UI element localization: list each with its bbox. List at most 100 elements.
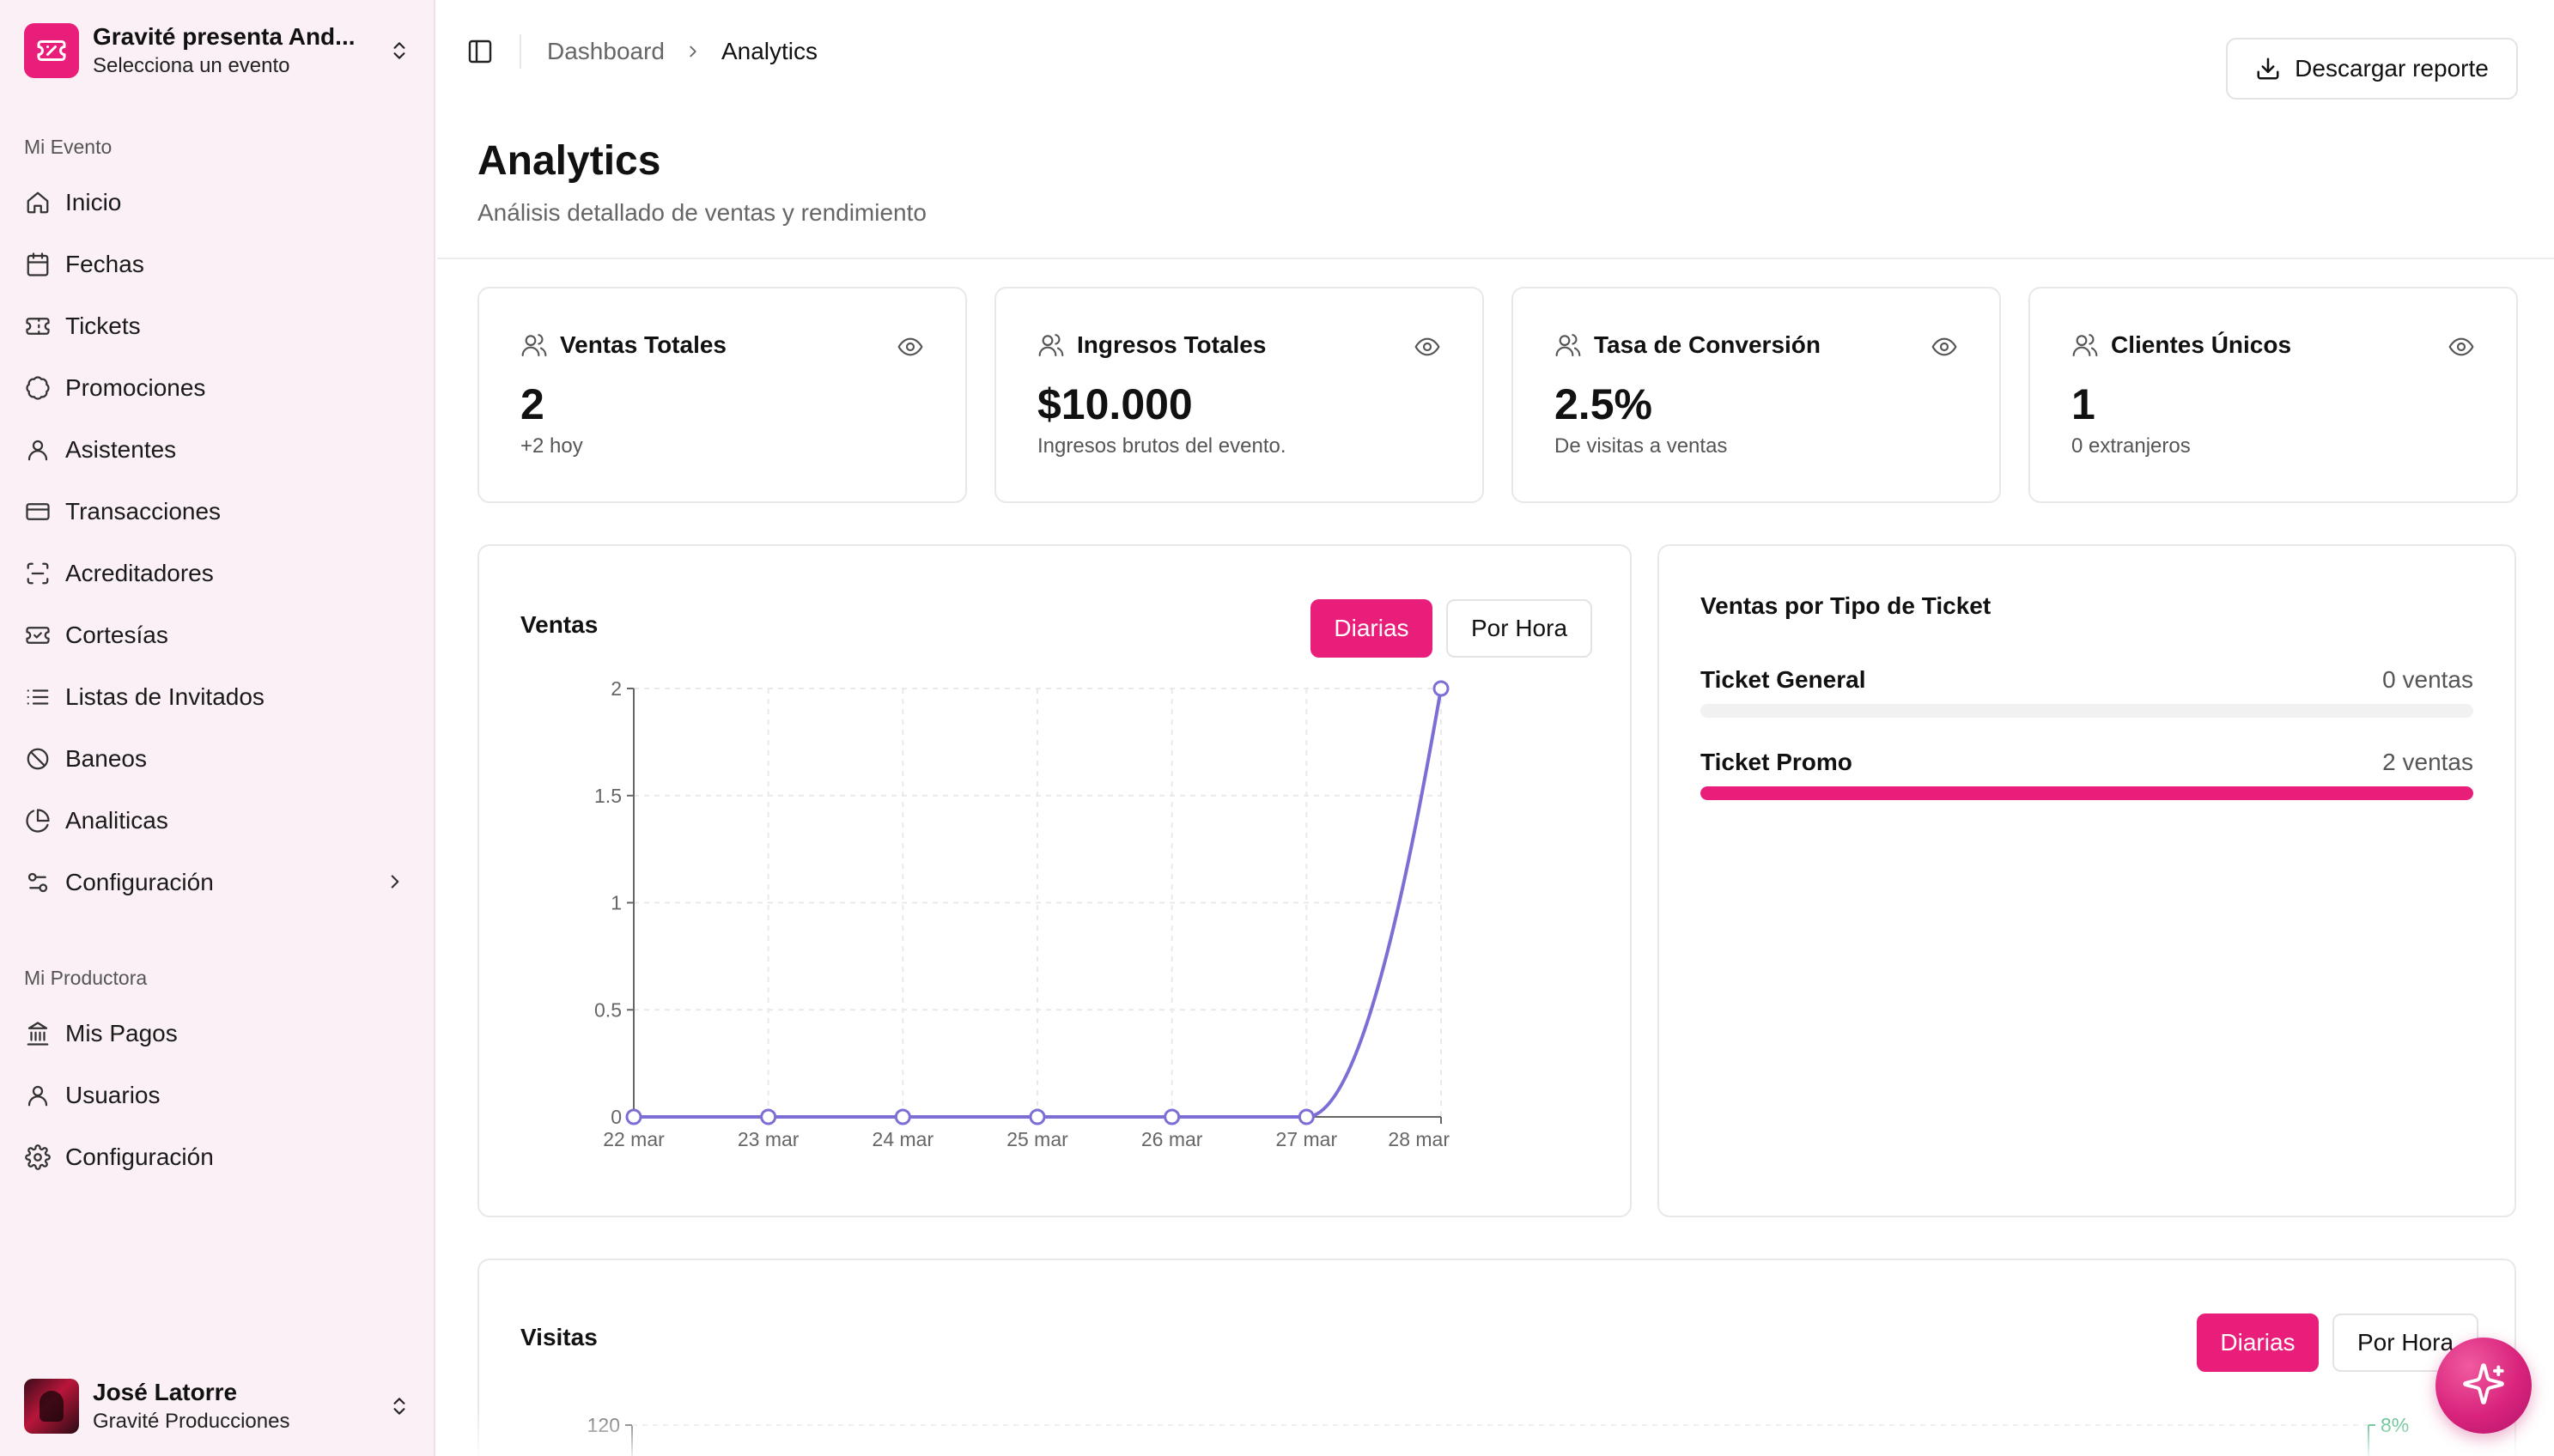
sidebar-item-inicio[interactable]: Inicio <box>0 172 435 234</box>
ticket-icon <box>24 312 52 340</box>
sidebar-item-label: Usuarios <box>65 1082 161 1108</box>
sales-chart-title: Ventas <box>520 611 599 638</box>
users-icon <box>520 331 548 359</box>
badge-percent-icon <box>24 374 52 402</box>
data-point <box>1432 680 1450 697</box>
event-name: Gravité presenta And... <box>93 23 356 50</box>
stat-value: 2.5% <box>1554 380 1652 428</box>
sidebar-item-asistentes[interactable]: Asistentes <box>0 419 435 481</box>
user-menu[interactable]: José Latorre Gravité Producciones <box>24 1377 412 1435</box>
sidebar-item-promociones[interactable]: Promociones <box>0 357 435 419</box>
home-icon <box>24 189 52 216</box>
stat-label: Ventas Totales <box>560 331 727 358</box>
event-nav: Inicio Fechas Tickets Promociones Asiste… <box>0 172 435 913</box>
event-text: Gravité presenta And... Selecciona un ev… <box>93 23 386 78</box>
scan-icon <box>24 560 52 587</box>
data-point <box>1164 1108 1181 1125</box>
eye-icon[interactable] <box>1931 333 1958 365</box>
panel-left-icon[interactable] <box>466 38 494 65</box>
sidebar-item-label: Mis Pagos <box>65 1020 178 1046</box>
x-tick-label: 25 mar <box>1006 1128 1068 1150</box>
sidebar-item-baneos[interactable]: Baneos <box>0 728 435 790</box>
eye-icon[interactable] <box>897 333 924 365</box>
download-report-label: Descargar reporte <box>2295 55 2489 82</box>
event-switcher[interactable]: Gravité presenta And... Selecciona un ev… <box>24 22 412 79</box>
stat-header: Ingresos Totales <box>1037 331 1266 359</box>
stat-label: Tasa de Conversión <box>1594 331 1821 358</box>
sidebar-item-label: Acreditadores <box>65 560 214 586</box>
eye-icon[interactable] <box>2448 333 2475 365</box>
stat-header: Tasa de Conversión <box>1554 331 1821 359</box>
data-point <box>1298 1108 1315 1125</box>
visits-chart-card: Visitas Diarias Por Hora 120 8% <box>477 1259 2516 1456</box>
x-tick-label: 28 mar <box>1388 1128 1450 1150</box>
sidebar-item-transacciones[interactable]: Transacciones <box>0 481 435 543</box>
users-icon <box>1554 331 1582 359</box>
sparkles-icon <box>2461 1362 2506 1410</box>
event-subtitle: Selecciona un evento <box>93 54 290 77</box>
ticket-type-title: Ventas por Tipo de Ticket <box>1700 592 1992 619</box>
toggle-hourly-button[interactable]: Por Hora <box>1446 599 1592 658</box>
sidebar-item-tickets[interactable]: Tickets <box>0 295 435 357</box>
toggle-daily-button[interactable]: Diarias <box>2197 1313 2319 1372</box>
avatar <box>24 1379 79 1434</box>
user-org: Gravité Producciones <box>93 1410 290 1433</box>
user-name: José Latorre <box>93 1379 238 1405</box>
ticket-icon <box>24 622 52 649</box>
data-point <box>760 1108 777 1125</box>
gear-icon <box>24 1144 52 1171</box>
data-point <box>625 1108 642 1125</box>
toggle-daily-button[interactable]: Diarias <box>1310 599 1432 658</box>
y-tick-label: 2 <box>611 677 622 700</box>
download-report-button[interactable]: Descargar reporte <box>2226 38 2518 100</box>
sidebar-item-listas-de-invitados[interactable]: Listas de Invitados <box>0 666 435 728</box>
sidebar-item-label: Baneos <box>65 745 147 772</box>
ticket-progress-track <box>1700 704 2473 718</box>
sidebar-item-label: Tickets <box>65 312 141 339</box>
sidebar-item-usuarios[interactable]: Usuarios <box>0 1065 435 1126</box>
stat-subtext: De visitas a ventas <box>1554 434 1728 458</box>
stat-subtext: Ingresos brutos del evento. <box>1037 434 1286 458</box>
x-tick-label: 27 mar <box>1276 1128 1338 1150</box>
breadcrumb-analytics: Analytics <box>721 38 818 64</box>
user-icon <box>24 1082 52 1109</box>
chevron-right-icon <box>384 871 406 899</box>
pie-chart-icon <box>24 807 52 834</box>
ticket-row-count: 2 ventas <box>2382 749 2473 775</box>
breadcrumb-dashboard[interactable]: Dashboard <box>547 38 665 64</box>
stat-value: 2 <box>520 380 544 428</box>
x-tick-label: 24 mar <box>873 1128 934 1150</box>
sales-line-chart: 0 0.5 1 1.5 2 22 mar 23 mar 24 mar 25 mar 26 mar 2… <box>594 677 1450 1150</box>
download-icon <box>2255 56 2281 82</box>
sliders-icon <box>24 869 52 896</box>
sidebar-item-fechas[interactable]: Fechas <box>0 234 435 295</box>
sidebar-item-configuracion-productora[interactable]: Configuración <box>0 1126 435 1188</box>
sidebar-item-acreditadores[interactable]: Acreditadores <box>0 543 435 604</box>
ticket-icon <box>24 23 79 78</box>
chevrons-up-down-icon <box>386 1389 412 1423</box>
chevron-right-icon <box>684 42 702 61</box>
visits-chart-title: Visitas <box>520 1324 598 1350</box>
ban-icon <box>24 745 52 773</box>
user-text: José Latorre Gravité Producciones <box>93 1379 386 1434</box>
stat-label: Clientes Únicos <box>2111 331 2292 358</box>
sidebar-item-mis-pagos[interactable]: Mis Pagos <box>0 1003 435 1065</box>
stat-card-tasa-de-conversion: Tasa de Conversión 2.5% De visitas a ven… <box>1511 287 2001 503</box>
visits-line-chart: 120 8% <box>587 1415 2409 1456</box>
section-label-mi-evento: Mi Evento <box>24 136 112 158</box>
sidebar-item-cortesias[interactable]: Cortesías <box>0 604 435 666</box>
y-tick-label: 0.5 <box>594 998 622 1021</box>
eye-icon[interactable] <box>1414 333 1441 365</box>
sidebar-item-analiticas[interactable]: Analiticas <box>0 790 435 852</box>
sidebar-item-configuracion[interactable]: Configuración <box>0 852 435 913</box>
sidebar-item-label: Fechas <box>65 251 144 277</box>
stat-card-ingresos-totales: Ingresos Totales $10.000 Ingresos brutos… <box>994 287 1484 503</box>
ai-assistant-button[interactable] <box>2435 1338 2532 1434</box>
users-icon <box>2071 331 2099 359</box>
users-icon <box>1037 331 1065 359</box>
user-icon <box>24 436 52 464</box>
y-tick-label: 120 <box>587 1415 620 1436</box>
sidebar-item-label: Transacciones <box>65 498 222 525</box>
x-tick-label: 26 mar <box>1141 1128 1203 1150</box>
right-y-tick-label: 8% <box>2381 1415 2409 1436</box>
